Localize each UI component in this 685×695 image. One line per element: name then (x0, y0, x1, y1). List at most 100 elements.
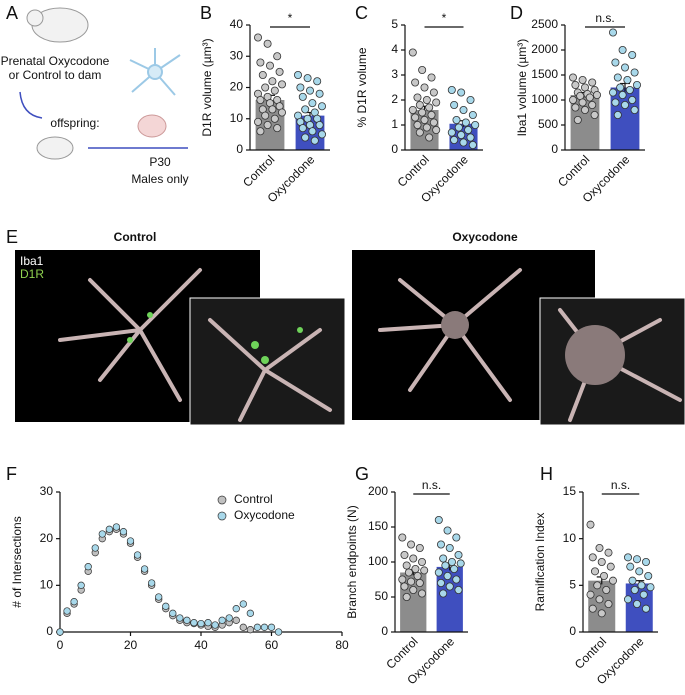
data-point (413, 121, 422, 130)
data-point (400, 582, 409, 591)
y-tick-label: 1000 (531, 92, 558, 106)
data-point (459, 106, 468, 115)
y-tick-label: 20 (40, 531, 54, 545)
y-tick-label: 500 (538, 117, 558, 131)
data-point (573, 116, 582, 125)
data-point (578, 98, 587, 107)
data-point (588, 604, 597, 613)
data-point (432, 98, 441, 107)
data-point (635, 567, 644, 576)
y-tick-label: 10 (230, 111, 244, 125)
data-point (232, 616, 240, 624)
schematic-text: Prenatal Oxycodone (1, 54, 110, 68)
data-point (98, 530, 106, 538)
data-point (452, 533, 461, 542)
data-point (398, 533, 407, 542)
data-point (588, 553, 597, 562)
data-point (593, 581, 602, 590)
data-point (407, 540, 416, 549)
data-point (263, 121, 272, 130)
data-point (604, 600, 613, 609)
data-point (569, 73, 578, 82)
data-point (265, 61, 274, 70)
data-point (457, 130, 466, 139)
channel-label: D1R (20, 267, 44, 281)
data-point (277, 108, 286, 117)
channel-label: Iba1 (20, 254, 44, 268)
data-point (303, 74, 312, 83)
data-point (628, 576, 637, 585)
data-point (604, 548, 613, 557)
data-point (147, 579, 156, 587)
data-point (273, 52, 282, 61)
legend-label: Oxycodone (234, 508, 295, 522)
y-tick-label: 2500 (531, 17, 558, 31)
y-tick-label: 4 (391, 42, 398, 56)
data-point (258, 71, 267, 80)
data-point (308, 127, 317, 136)
schematic: Prenatal Oxycodone or Control to dam off… (1, 7, 189, 186)
data-point (626, 562, 635, 571)
data-point (305, 86, 314, 95)
y-tick-label: 200 (368, 484, 388, 498)
data-point (427, 73, 436, 82)
y-axis-label: Ramification Index (533, 513, 547, 612)
y-axis-label: % D1R volume (355, 47, 369, 127)
data-point (595, 595, 604, 604)
data-point (315, 121, 324, 130)
data-point (239, 623, 247, 631)
data-point (581, 106, 590, 115)
legend-marker (217, 511, 227, 521)
data-point (602, 586, 611, 595)
data-point (637, 581, 646, 590)
data-point (273, 124, 282, 133)
data-point (646, 583, 655, 592)
data-point (411, 565, 420, 574)
data-point (571, 103, 580, 112)
data-point (415, 544, 424, 553)
data-point (436, 540, 445, 549)
microglia-icon (129, 48, 181, 96)
data-point (422, 96, 431, 105)
data-point (408, 48, 417, 57)
significance-label: n.s. (595, 11, 614, 25)
data-point (591, 567, 600, 576)
data-point (445, 582, 454, 591)
panel-label: H (540, 464, 553, 484)
data-point (633, 81, 642, 90)
y-tick-label: 100 (368, 554, 388, 568)
schematic-text: P30 (149, 155, 171, 169)
data-point (204, 619, 212, 627)
micrographs: Control Oxycodone Iba1 D1R (15, 230, 685, 426)
data-point (409, 586, 418, 595)
soma (565, 325, 625, 385)
data-point (445, 544, 454, 553)
data-point (429, 88, 438, 97)
data-point (468, 140, 477, 149)
data-point (597, 558, 606, 567)
y-tick-label: 0 (391, 142, 398, 156)
data-point (609, 28, 618, 37)
y-axis-label: Iba1 volume (µm³) (515, 39, 529, 137)
data-point (618, 91, 627, 100)
data-point (402, 593, 411, 602)
data-point (246, 609, 255, 617)
data-point (409, 554, 418, 563)
data-point (239, 600, 247, 608)
x-tick-label: 0 (57, 638, 64, 652)
data-point (140, 565, 149, 573)
data-point (613, 111, 622, 120)
data-point (456, 559, 465, 568)
data-point (119, 528, 128, 536)
data-point (263, 39, 272, 48)
data-point (613, 73, 622, 82)
data-point (593, 91, 602, 100)
significance-label: * (442, 11, 447, 25)
y-axis-label: # of Intersections (10, 516, 24, 607)
significance-label: * (288, 11, 293, 25)
data-point (450, 135, 459, 144)
data-point (606, 562, 615, 571)
y-tick-label: 20 (230, 80, 244, 94)
significance-label: n.s. (611, 478, 630, 492)
data-point (630, 106, 639, 115)
